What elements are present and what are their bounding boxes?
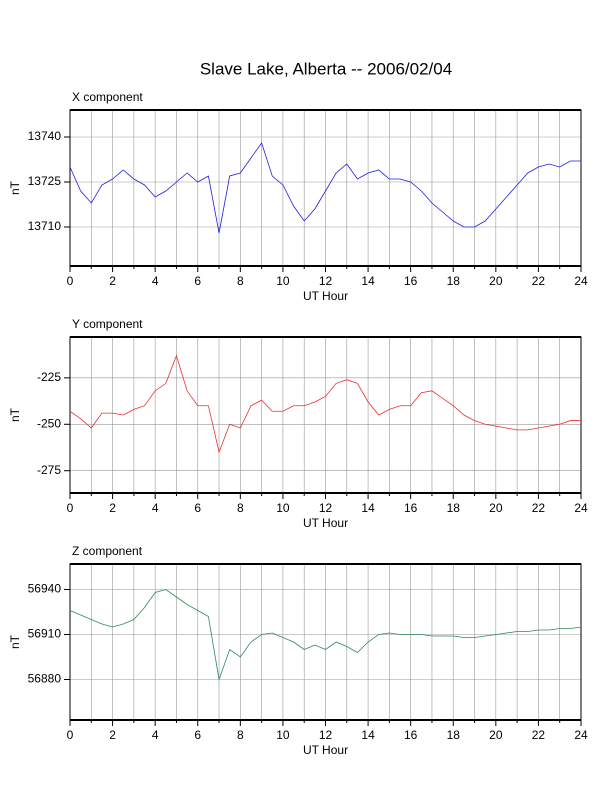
- data-line: [69, 354, 581, 454]
- x-tick-label: 6: [194, 501, 201, 515]
- data-line: [69, 589, 582, 682]
- y-tick-label: 13725: [28, 174, 62, 188]
- x-tick-label: 14: [361, 501, 375, 515]
- y-axis-label: nT: [8, 407, 22, 422]
- data-line: [69, 142, 581, 234]
- x-tick-label: 20: [489, 728, 503, 742]
- x-tick-label: 6: [194, 728, 201, 742]
- x-tick-label: 22: [532, 274, 546, 288]
- y-tick-label: 56880: [28, 672, 62, 686]
- x-axis-label: UT Hour: [303, 516, 348, 530]
- x-tick-label: 2: [109, 728, 116, 742]
- x-tick-label: 24: [574, 501, 588, 515]
- panel-title: Y component: [72, 317, 143, 331]
- y-tick-label: -275: [37, 463, 61, 477]
- y-tick-label: 13710: [28, 219, 62, 233]
- x-tick-label: 0: [67, 728, 74, 742]
- x-tick-label: 8: [237, 728, 244, 742]
- x-tick-label: 24: [574, 728, 588, 742]
- panel-title: X component: [72, 90, 143, 104]
- x-tick-label: 12: [319, 274, 333, 288]
- x-tick-label: 2: [109, 274, 116, 288]
- y-tick-label: 13740: [28, 129, 62, 143]
- y-tick-label: 56940: [28, 582, 62, 596]
- y-tick-label: 56910: [28, 627, 62, 641]
- y-tick-label: -225: [37, 370, 61, 384]
- page-title: Slave Lake, Alberta -- 2006/02/04: [200, 59, 452, 78]
- x-tick-label: 14: [361, 274, 375, 288]
- y-tick-label: -250: [37, 416, 61, 430]
- x-tick-label: 0: [67, 274, 74, 288]
- x-tick-label: 10: [276, 728, 290, 742]
- x-tick-label: 18: [447, 274, 461, 288]
- x-tick-label: 4: [152, 501, 159, 515]
- x-tick-label: 20: [489, 501, 503, 515]
- x-tick-label: 12: [319, 728, 333, 742]
- x-tick-label: 10: [276, 274, 290, 288]
- x-tick-label: 2: [109, 501, 116, 515]
- x-tick-label: 6: [194, 274, 201, 288]
- x-tick-label: 18: [447, 501, 461, 515]
- x-tick-label: 4: [152, 728, 159, 742]
- x-axis-label: UT Hour: [303, 743, 348, 757]
- y-axis-label: nT: [8, 634, 22, 649]
- x-tick-label: 18: [447, 728, 461, 742]
- x-tick-label: 24: [574, 274, 588, 288]
- panel-title: Z component: [72, 544, 143, 558]
- x-tick-label: 12: [319, 501, 333, 515]
- x-tick-label: 16: [404, 728, 418, 742]
- x-tick-label: 20: [489, 274, 503, 288]
- x-tick-label: 4: [152, 274, 159, 288]
- x-tick-label: 14: [361, 728, 375, 742]
- x-axis-label: UT Hour: [303, 289, 348, 303]
- x-tick-label: 16: [404, 274, 418, 288]
- x-tick-label: 22: [532, 501, 546, 515]
- x-tick-label: 8: [237, 501, 244, 515]
- x-tick-label: 0: [67, 501, 74, 515]
- x-tick-label: 22: [532, 728, 546, 742]
- y-axis-label: nT: [8, 180, 22, 195]
- x-tick-label: 10: [276, 501, 290, 515]
- x-tick-label: 16: [404, 501, 418, 515]
- x-tick-label: 8: [237, 274, 244, 288]
